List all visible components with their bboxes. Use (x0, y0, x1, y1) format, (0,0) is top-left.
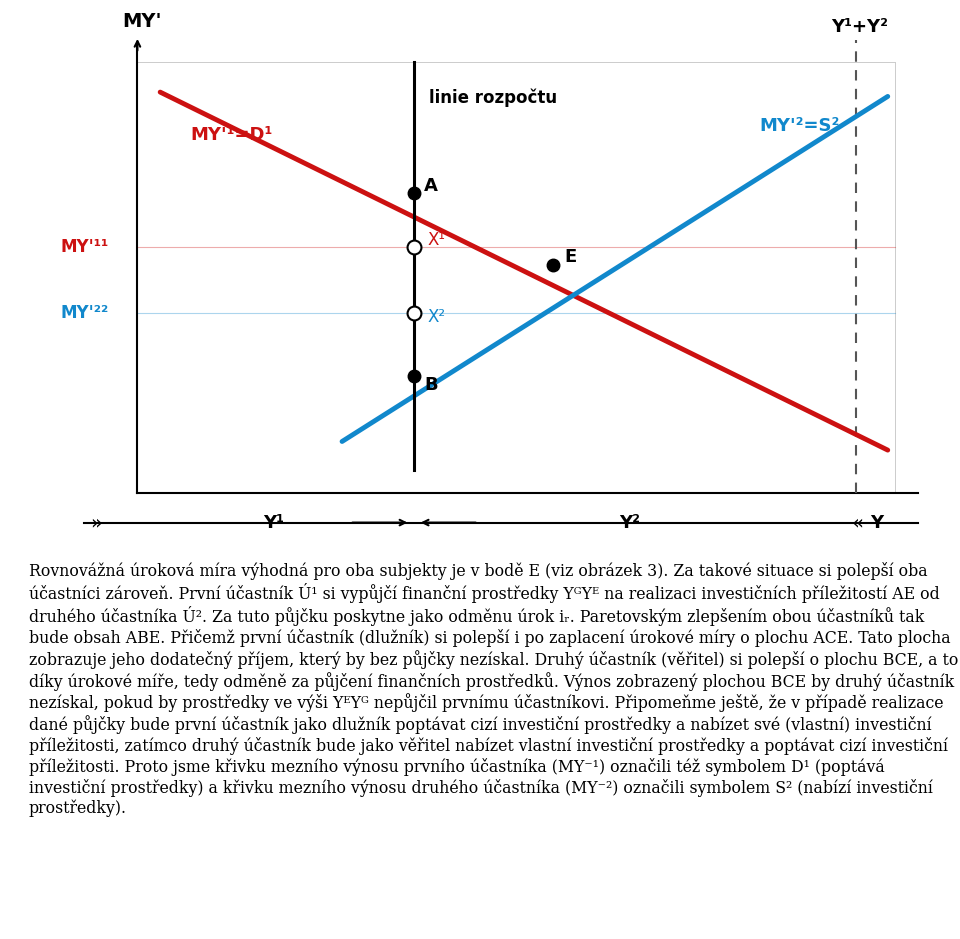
Text: MY'¹=D¹: MY'¹=D¹ (190, 126, 273, 144)
Text: Y¹: Y¹ (263, 514, 284, 531)
Text: MY'²²: MY'²² (60, 304, 108, 322)
Text: Y²: Y² (619, 514, 640, 531)
Text: linie rozpočtu: linie rozpočtu (429, 88, 558, 107)
Text: «: « (852, 513, 863, 532)
Text: Y¹+Y²: Y¹+Y² (831, 18, 888, 36)
Text: E: E (564, 249, 576, 267)
Text: X¹: X¹ (428, 231, 445, 249)
Text: B: B (424, 376, 438, 393)
Text: Y: Y (870, 514, 883, 531)
Text: MY': MY' (122, 12, 162, 31)
Text: MY'¹¹: MY'¹¹ (60, 239, 108, 256)
Text: »: » (89, 513, 102, 532)
Text: A: A (424, 177, 438, 195)
Text: MY'²=S²: MY'²=S² (759, 117, 839, 135)
Text: Rovnovážná úroková míra výhodná pro oba subjekty je v bodě E (viz obrázek 3). Za: Rovnovážná úroková míra výhodná pro oba … (29, 562, 958, 817)
Text: X²: X² (428, 308, 445, 326)
